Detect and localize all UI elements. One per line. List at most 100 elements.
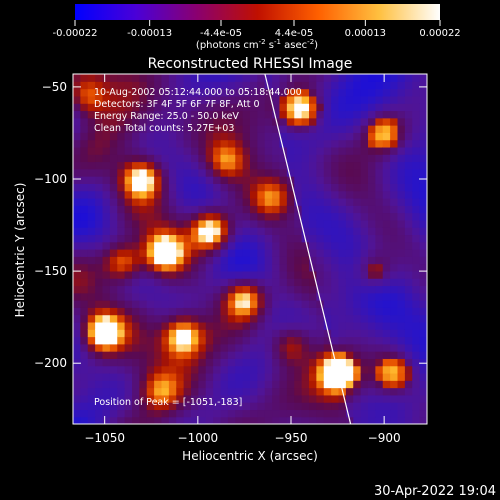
heatmap-cell [213,197,222,206]
heatmap-cell [242,321,251,330]
heatmap-cell [316,321,325,330]
heatmap-cell [154,168,163,177]
heatmap-cell [279,197,288,206]
heatmap-cell [419,205,427,214]
heatmap-cell [309,95,317,104]
heatmap-cell [154,292,163,301]
heatmap-cell [146,358,155,367]
heatmap-cell [331,88,340,97]
heatmap-cell [95,270,104,279]
heatmap-cell [345,380,354,389]
heatmap-cell [227,409,236,418]
heatmap-cell [220,146,229,155]
heatmap-cell [331,285,340,294]
heatmap-cell [345,146,354,155]
heatmap-cell [205,234,214,243]
heatmap-cell [191,263,199,272]
heatmap-cell [382,343,391,352]
heatmap-cell [257,190,266,199]
heatmap-cell [183,146,192,155]
heatmap-cell [419,234,427,243]
heatmap-cell [368,329,376,338]
heatmap-cell [404,270,413,279]
colorbar-tick-label: 0.00013 [345,28,386,39]
heatmap-cell [132,110,140,119]
heatmap-cell [183,409,192,418]
heatmap-cell [161,307,170,316]
heatmap-cell [176,256,185,265]
heatmap-cell [191,110,199,119]
heatmap-cell [168,81,177,90]
heatmap-cell [368,241,376,250]
heatmap-cell [146,146,155,155]
heatmap-cell [412,365,421,374]
heatmap-cell [242,197,251,206]
heatmap-cell [102,329,111,338]
heatmap-cell [80,81,89,90]
heatmap-cell [264,307,273,316]
heatmap-cell [213,380,222,389]
heatmap-cell [250,394,258,403]
heatmap-cell [404,372,413,381]
heatmap-cell [257,227,266,236]
heatmap-cell [382,278,391,287]
heatmap-cell [95,117,104,126]
heatmap-cell [257,278,266,287]
heatmap-cell [161,74,170,82]
heatmap-cell [309,110,317,119]
heatmap-cell [294,74,303,82]
heatmap-cell [250,205,258,214]
heatmap-cell [294,212,303,221]
heatmap-cell [213,343,222,352]
heatmap-cell [95,190,104,199]
heatmap-cell [309,81,317,90]
heatmap-cell [168,139,177,148]
heatmap-cell [161,409,170,418]
heatmap-cell [80,292,89,301]
heatmap-cell [390,125,399,133]
heatmap-cell [191,321,199,330]
heatmap-cell [250,380,258,389]
heatmap-cell [124,329,133,338]
heatmap-cell [412,416,421,424]
heatmap-cell [102,285,111,294]
heatmap-cell [419,351,427,359]
heatmap-cell [360,402,369,411]
heatmap-cell [375,212,384,221]
heatmap-cell [139,278,148,287]
heatmap-cell [264,154,273,163]
heatmap-cell [161,321,170,330]
heatmap-cell [87,278,96,287]
heatmap-cell [161,176,170,184]
heatmap-cell [132,154,140,163]
heatmap-cell [360,103,369,112]
heatmap-cell [102,197,111,206]
heatmap-cell [109,292,118,301]
heatmap-cell [331,300,340,308]
heatmap-cell [338,351,347,359]
heatmap-cell [360,146,369,155]
heatmap-cell [168,263,177,272]
heatmap-cell [235,146,244,155]
heatmap-cell [397,402,406,411]
heatmap-cell [102,343,111,352]
heatmap-cell [375,365,384,374]
heatmap-cell [412,321,421,330]
heatmap-cell [95,146,104,155]
heatmap-cell [286,154,295,163]
heatmap-cell [250,314,258,323]
heatmap-cell [168,154,177,163]
heatmap-cell [154,161,163,170]
heatmap-cell [183,387,192,396]
heatmap-cell [124,307,133,316]
heatmap-cell [375,168,384,177]
heatmap-cell [117,336,126,345]
heatmap-cell [331,278,340,287]
heatmap-cell [309,256,317,265]
heatmap-cell [220,212,229,221]
heatmap-cell [102,314,111,323]
heatmap-cell [183,88,192,97]
heatmap-cell [286,394,295,403]
heatmap-cell [154,278,163,287]
heatmap-cell [87,329,96,338]
